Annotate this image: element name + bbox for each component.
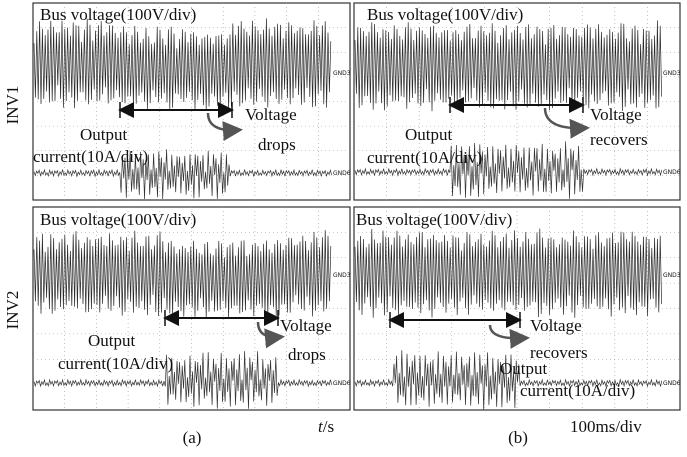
annotation: recovers (530, 343, 588, 362)
ground-label: GND3 (663, 272, 681, 279)
scope-panel: GND3 GND6 Bus voltage(100V/div) Output curre… (33, 207, 351, 410)
ground-label: GND6 (663, 380, 681, 387)
ground-label: GND6 (333, 170, 351, 177)
annotation: Voltage (245, 105, 297, 124)
ground-label: GND3 (333, 272, 351, 279)
figure: INV1 INV2 (a) (b) t/s 100ms/div GND3 GND6… (0, 0, 687, 457)
voltage-label: Bus voltage(100V/div) (40, 210, 196, 229)
current-label: current(10A/div) (58, 354, 173, 373)
caption: (b) (508, 428, 528, 447)
ground-label: GND6 (333, 380, 351, 387)
ground-label: GND3 (333, 70, 351, 77)
current-label: current(10A/div) (33, 147, 148, 166)
caption: (a) (183, 428, 202, 447)
current-label: Output (88, 331, 136, 350)
annotation: Voltage (530, 316, 582, 335)
current-label: Output (80, 125, 128, 144)
time-unit: /s (323, 417, 334, 436)
scope-panel: GND3 GND6 Bus voltage(100V/div) Output curre… (33, 3, 351, 200)
voltage-label: Bus voltage(100V/div) (367, 5, 523, 24)
scope-panel: GND3 GND6 Bus voltage(100V/div) Output curre… (354, 3, 681, 200)
current-label: current(10A/div) (367, 148, 482, 167)
ground-label: GND6 (663, 169, 681, 176)
time-axis: t/s (318, 417, 334, 436)
time-scale: 100ms/div (570, 417, 642, 436)
current-label: Output (405, 125, 453, 144)
voltage-label: Bus voltage(100V/div) (356, 210, 512, 229)
row-label: INV1 (3, 86, 22, 125)
annotation: Voltage (280, 316, 332, 335)
annotation: drops (288, 345, 326, 364)
current-label: current(10A/div) (520, 381, 635, 400)
row-label: INV2 (3, 291, 22, 330)
ground-label: GND3 (663, 70, 681, 77)
voltage-label: Bus voltage(100V/div) (40, 5, 196, 24)
annotation: recovers (590, 130, 648, 149)
annotation: Voltage (590, 105, 642, 124)
annotation: drops (258, 135, 296, 154)
